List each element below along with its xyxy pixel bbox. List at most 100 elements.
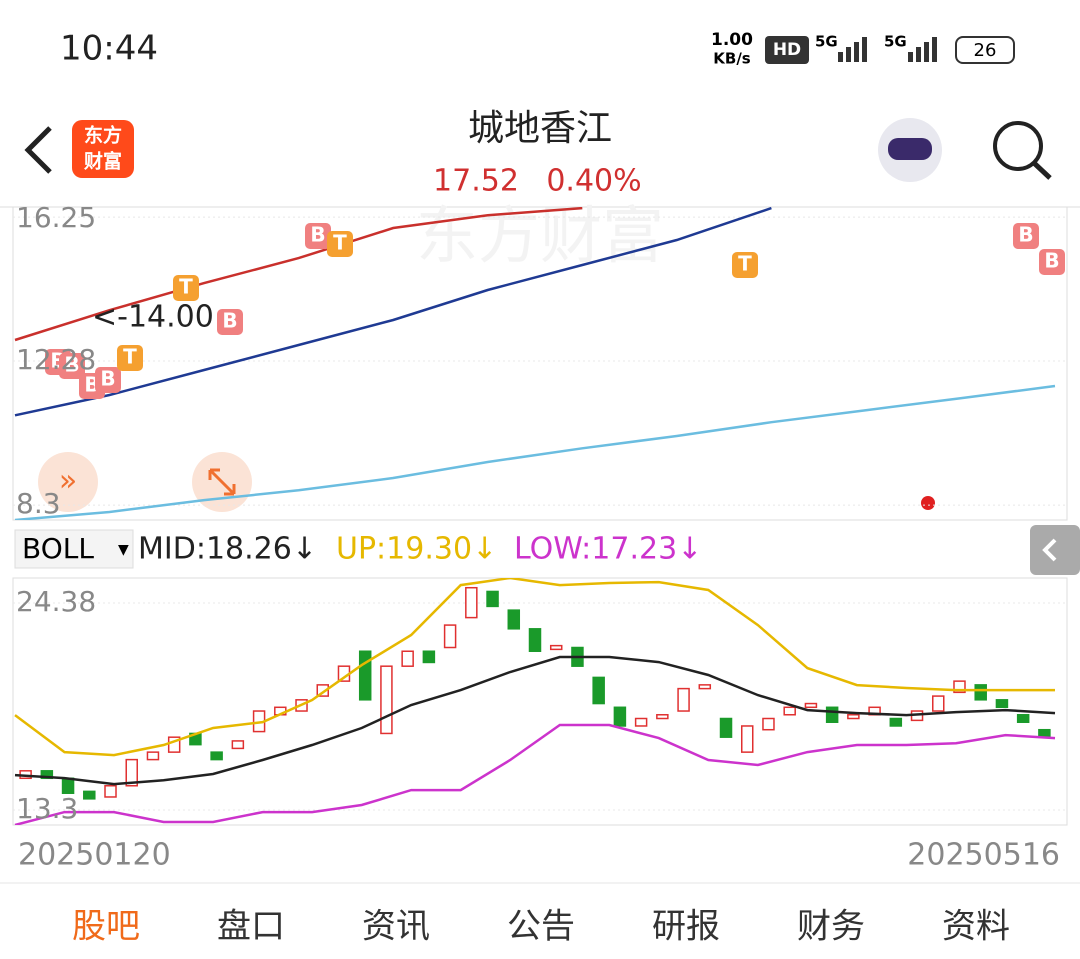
caret: ▼ [118, 542, 129, 558]
candle [443, 624, 457, 649]
candle [549, 644, 563, 651]
marker: T [179, 275, 193, 299]
candle [316, 684, 330, 697]
logo-text: 东方 [84, 124, 122, 147]
candle [401, 650, 414, 667]
candle [804, 702, 818, 709]
tab[interactable]: 研报 [652, 907, 720, 947]
start-date: 20250120 [18, 838, 171, 873]
indicator-name: BOLL [22, 532, 94, 565]
back[interactable] [24, 126, 52, 174]
marker-bg [1013, 223, 1039, 249]
speed-unit: KB/s [713, 50, 751, 68]
candle [592, 676, 605, 705]
marker-bg [95, 367, 121, 393]
y-tick-label: 12.28 [16, 343, 96, 376]
change: 0.40% [546, 164, 641, 199]
y-tick-label: 24.38 [16, 585, 96, 618]
watermark: 东方财富 [416, 199, 664, 272]
price: 17.52 [433, 164, 519, 199]
y-tick-label: 16.25 [16, 201, 96, 234]
candle [40, 770, 54, 780]
candle [83, 790, 96, 800]
battery-level: 26 [974, 40, 997, 61]
candle [465, 586, 478, 619]
speed: 1.00 [711, 30, 753, 50]
candle [762, 717, 775, 731]
search[interactable] [993, 121, 1043, 171]
marker-bg [1039, 249, 1065, 275]
candle [104, 785, 117, 798]
mid-label: MID:18.26↓ [138, 532, 317, 567]
up-label: UP:19.30↓ [336, 532, 497, 567]
stock-name: 城地香江 [468, 108, 612, 149]
logo-text: 财富 [84, 150, 122, 173]
candle [1016, 714, 1030, 723]
indicator-select[interactable] [14, 529, 134, 569]
plot [13, 578, 1067, 825]
candle [422, 650, 436, 664]
line [14, 723, 1056, 825]
candle [634, 717, 648, 727]
net: 5G [884, 33, 907, 51]
net: 5G [815, 33, 838, 51]
tab[interactable]: 资料 [942, 907, 1010, 947]
icon [208, 468, 236, 496]
marker: B [310, 223, 325, 247]
robot-face [888, 138, 932, 160]
candle [507, 609, 521, 630]
marker-bg [173, 275, 199, 301]
annotation: <-14.00 [92, 300, 214, 335]
hd: HD [773, 40, 801, 60]
dot [921, 496, 935, 510]
marker-bg [305, 223, 331, 249]
marker-bg [59, 353, 85, 379]
marker-bg [732, 252, 758, 278]
y-tick-label: 13.3 [16, 792, 78, 825]
candle [953, 680, 966, 694]
candle [210, 751, 223, 761]
logo[interactable] [72, 120, 134, 178]
candle [889, 717, 903, 727]
tab[interactable]: 公告 [507, 907, 575, 947]
marker-bg [327, 231, 353, 257]
candle [528, 628, 542, 652]
marker: B [1018, 223, 1033, 247]
clock: 10:44 [60, 29, 158, 69]
candle [358, 650, 372, 701]
marker-bg [117, 345, 143, 371]
expand-btn[interactable] [38, 452, 98, 512]
candle [231, 740, 245, 750]
tab[interactable]: 盘口 [217, 907, 285, 947]
candle [380, 665, 393, 735]
end-date: 20250516 [907, 838, 1060, 873]
candle [719, 717, 733, 738]
tab[interactable]: 股吧 [72, 907, 140, 947]
candle [486, 590, 499, 608]
marker: T [333, 231, 347, 255]
line [14, 384, 1056, 520]
candle [61, 777, 75, 794]
search-handle [1032, 161, 1052, 180]
marker: B [1044, 249, 1059, 273]
marker: B [100, 367, 115, 391]
candle [995, 699, 1009, 709]
tab[interactable]: 资讯 [362, 907, 430, 947]
battery [955, 36, 1015, 64]
candle [613, 706, 627, 727]
line [14, 655, 1056, 786]
marker: B [222, 309, 237, 333]
candle [656, 714, 669, 720]
tab[interactable]: 财务 [797, 907, 865, 947]
sub-plot [12, 577, 1068, 826]
marker: B [64, 353, 79, 377]
icon: » [59, 464, 77, 499]
tabs: 股吧 盘口 资讯 公告 研报 财务 资料 [72, 907, 1010, 947]
hd-badge [765, 36, 809, 64]
candle [125, 758, 138, 787]
marker: T [123, 345, 137, 369]
collapse[interactable] [1030, 525, 1080, 575]
